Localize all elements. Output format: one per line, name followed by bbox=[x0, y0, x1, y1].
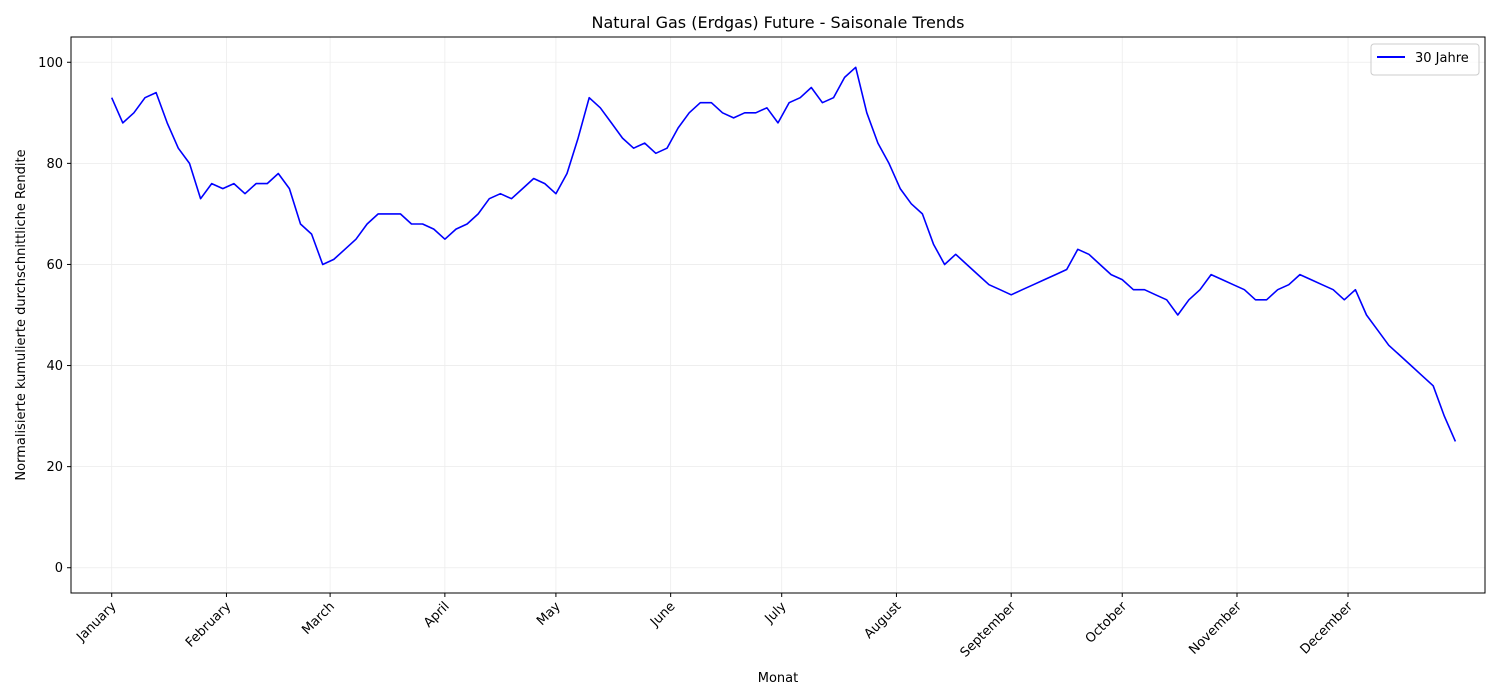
x-tick-label-may: May bbox=[534, 599, 564, 629]
x-tick-label-march: March bbox=[299, 599, 338, 638]
x-tick-label-october: October bbox=[1083, 599, 1131, 647]
y-tick-label: 40 bbox=[46, 359, 63, 374]
x-tick-label-july: July bbox=[762, 599, 790, 627]
x-tick-label-november: November bbox=[1186, 599, 1245, 658]
x-axis-label: Monat bbox=[758, 671, 798, 686]
x-tick-label-december: December bbox=[1298, 599, 1357, 658]
y-tick-label: 100 bbox=[38, 56, 63, 71]
chart-title: Natural Gas (Erdgas) Future - Saisonale … bbox=[591, 13, 964, 32]
x-tick-label-june: June bbox=[647, 599, 678, 630]
y-tick-label: 60 bbox=[46, 258, 63, 273]
x-tick-label-august: August bbox=[861, 599, 904, 642]
y-tick-label: 0 bbox=[55, 561, 63, 576]
y-axis-label: Normalisierte kumulierte durchschnittlic… bbox=[14, 149, 29, 480]
axis-ticks: 0 20 40 60 80 100 January February March April May… bbox=[38, 56, 1356, 661]
legend-box bbox=[1370, 43, 1480, 76]
x-tick-label-february: February bbox=[183, 599, 235, 651]
grid-layer bbox=[71, 37, 1485, 593]
y-tick-label: 20 bbox=[46, 460, 63, 475]
x-tick-label-january: January bbox=[73, 599, 119, 645]
x-tick-label-september: September bbox=[958, 599, 1020, 661]
series-lines bbox=[110, 66, 1457, 442]
legend: 30 Jahre bbox=[1370, 43, 1480, 76]
legend-label: 30 Jahre bbox=[1415, 51, 1469, 66]
plot-frame bbox=[70, 36, 1486, 594]
y-tick-label: 80 bbox=[46, 157, 63, 172]
x-tick-label-april: April bbox=[421, 599, 453, 631]
series-line-30-jahre bbox=[110, 66, 1457, 442]
